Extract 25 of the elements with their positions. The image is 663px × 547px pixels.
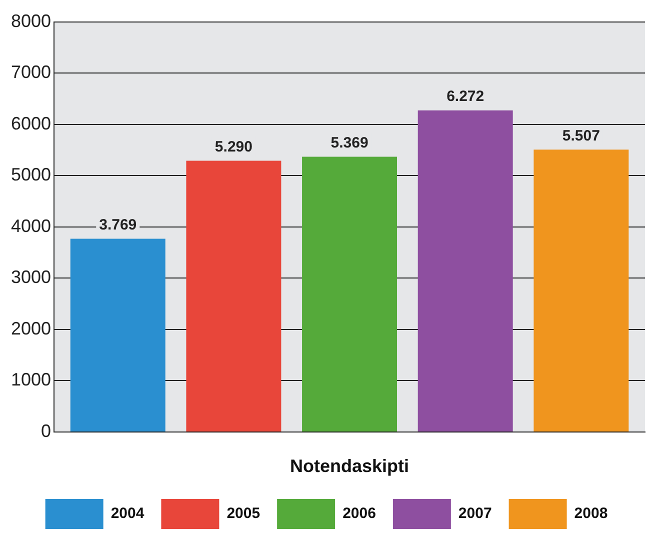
legend-label: 2005 — [226, 505, 260, 522]
y-tick-label: 5000 — [10, 164, 52, 185]
legend-label: 2008 — [574, 505, 608, 522]
bar — [186, 160, 282, 432]
data-label: 5.369 — [330, 134, 368, 152]
y-tick-label: 8000 — [10, 10, 52, 31]
y-tick-label: 0 — [41, 420, 52, 441]
data-label: 3.769 — [99, 216, 137, 234]
data-label: 6.272 — [446, 88, 484, 106]
y-tick-label: 3000 — [10, 267, 52, 288]
legend-label: 2006 — [342, 505, 376, 522]
y-tick-label: 6000 — [10, 113, 52, 134]
x-axis-title: Notendaskipti — [290, 456, 410, 476]
bar — [534, 150, 629, 432]
bar — [302, 156, 398, 432]
y-tick-label: 4000 — [10, 216, 52, 236]
y-tick-label: 2000 — [10, 318, 52, 338]
y-tick-label: 1000 — [10, 370, 52, 390]
bar — [418, 110, 513, 432]
legend-label: 2004 — [110, 505, 145, 522]
bar — [70, 238, 166, 432]
y-tick-label: 7000 — [10, 62, 52, 82]
data-label: 5.507 — [562, 127, 600, 144]
data-label: 5.290 — [214, 138, 252, 156]
legend-label: 2007 — [458, 505, 492, 522]
